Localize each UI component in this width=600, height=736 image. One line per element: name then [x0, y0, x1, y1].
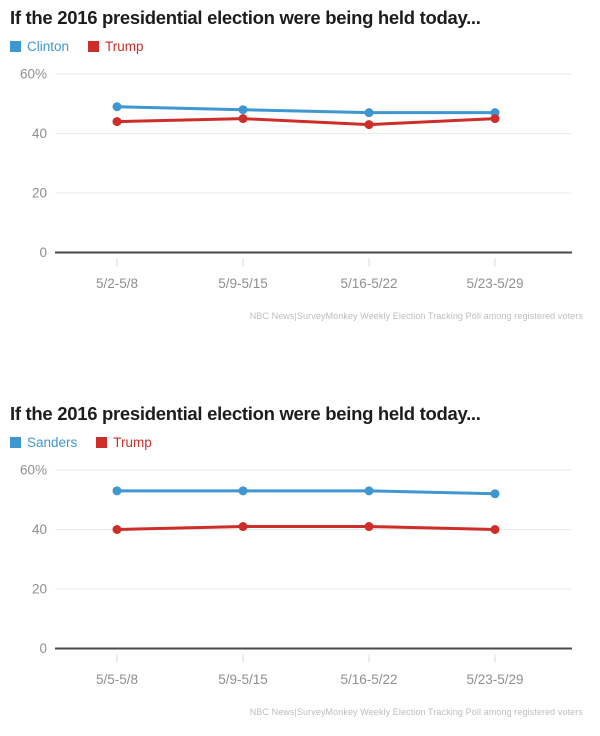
y-tick-label: 20 — [32, 186, 47, 201]
x-tick-label: 5/2-5/8 — [96, 276, 138, 291]
y-tick-label: 0 — [39, 245, 47, 260]
data-point-clinton — [238, 105, 248, 115]
x-tick-label: 5/23-5/29 — [466, 672, 523, 687]
source-note: NBC News|SurveyMonkey Weekly Election Tr… — [249, 311, 583, 321]
series-line-clinton — [115, 105, 497, 115]
data-point-sanders — [490, 489, 500, 499]
legend-swatch — [10, 436, 21, 448]
x-tick-label: 5/9-5/15 — [218, 276, 268, 291]
x-tick-label: 5/16-5/22 — [340, 672, 397, 687]
x-tick-label: 5/5-5/8 — [96, 672, 138, 687]
chart-title: If the 2016 presidential election were b… — [10, 403, 481, 424]
y-tick-label: 60% — [20, 463, 47, 478]
line-plot: 60% 40 20 0 5/5-5/8 5/9-5/15 5/16-5/22 5/23-5/2… — [20, 463, 572, 687]
data-point-trump — [490, 114, 500, 124]
legend-item-clinton: Clinton — [10, 39, 69, 54]
source-note: NBC News|SurveyMonkey Weekly Election Tr… — [249, 707, 583, 717]
data-point-sanders — [238, 486, 248, 496]
x-tick-label: 5/23-5/29 — [466, 276, 523, 291]
data-point-sanders — [112, 486, 122, 496]
line-plot: 60% 40 20 0 5/2-5/8 5/9-5/15 5/16-5/22 5/23-5/2… — [20, 67, 572, 291]
series-line-trump — [115, 117, 497, 127]
series-line-sanders — [115, 489, 497, 496]
legend-label: Clinton — [27, 38, 70, 54]
chart-legend: Sanders Trump — [10, 435, 600, 450]
data-point-trump — [112, 117, 122, 127]
legend-label: Trump — [105, 38, 144, 54]
series-line-trump — [115, 525, 497, 531]
legend-swatch — [10, 40, 21, 52]
y-tick-label: 20 — [32, 582, 47, 597]
x-tick-label: 5/16-5/22 — [340, 276, 397, 291]
chart-title: If the 2016 presidential election were b… — [10, 7, 481, 28]
data-point-sanders — [364, 486, 374, 496]
y-tick-label: 40 — [32, 126, 47, 141]
legend-label: Trump — [113, 434, 152, 450]
data-point-trump — [490, 525, 500, 534]
y-tick-label: 60% — [20, 67, 47, 82]
legend-item-trump: Trump — [96, 435, 152, 450]
chart-clinton-vs-trump: If the 2016 presidential election were b… — [10, 7, 600, 321]
data-point-trump — [238, 522, 248, 532]
legend-swatch — [88, 40, 100, 52]
y-tick-label: 0 — [39, 641, 47, 656]
data-point-clinton — [112, 102, 122, 112]
chart-legend: Clinton Trump — [10, 39, 600, 54]
data-point-trump — [364, 120, 374, 130]
legend-item-sanders: Sanders — [10, 435, 77, 450]
chart-sanders-vs-trump: If the 2016 presidential election were b… — [0, 368, 600, 736]
data-point-trump — [238, 114, 248, 124]
data-point-trump — [364, 522, 374, 532]
legend-label: Sanders — [27, 434, 78, 450]
legend-swatch — [96, 436, 108, 448]
data-point-clinton — [364, 108, 374, 118]
y-tick-label: 40 — [32, 522, 47, 537]
data-point-trump — [112, 525, 122, 534]
legend-item-trump: Trump — [88, 39, 144, 54]
x-tick-label: 5/9-5/15 — [218, 672, 268, 687]
